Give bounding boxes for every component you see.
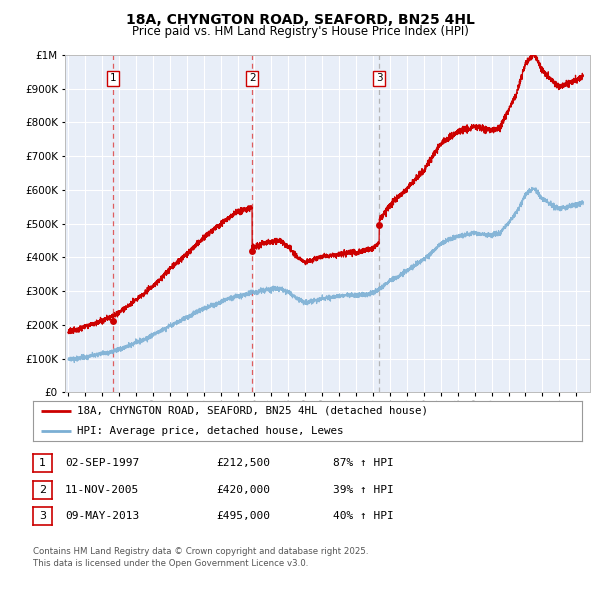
Text: 18A, CHYNGTON ROAD, SEAFORD, BN25 4HL: 18A, CHYNGTON ROAD, SEAFORD, BN25 4HL	[125, 13, 475, 27]
Text: 3: 3	[376, 74, 382, 84]
Text: 11-NOV-2005: 11-NOV-2005	[65, 485, 139, 494]
Text: 1: 1	[39, 458, 46, 468]
Text: £495,000: £495,000	[216, 512, 270, 521]
Text: Price paid vs. HM Land Registry's House Price Index (HPI): Price paid vs. HM Land Registry's House …	[131, 25, 469, 38]
Text: 39% ↑ HPI: 39% ↑ HPI	[333, 485, 394, 494]
Text: £420,000: £420,000	[216, 485, 270, 494]
Text: 02-SEP-1997: 02-SEP-1997	[65, 458, 139, 468]
Text: 2: 2	[249, 74, 256, 84]
Text: Contains HM Land Registry data © Crown copyright and database right 2025.: Contains HM Land Registry data © Crown c…	[33, 547, 368, 556]
Text: 18A, CHYNGTON ROAD, SEAFORD, BN25 4HL (detached house): 18A, CHYNGTON ROAD, SEAFORD, BN25 4HL (d…	[77, 406, 428, 415]
Text: 09-MAY-2013: 09-MAY-2013	[65, 512, 139, 521]
Text: 1: 1	[110, 74, 117, 84]
Text: 40% ↑ HPI: 40% ↑ HPI	[333, 512, 394, 521]
Text: 2: 2	[39, 485, 46, 494]
Text: HPI: Average price, detached house, Lewes: HPI: Average price, detached house, Lewe…	[77, 426, 343, 435]
Text: 87% ↑ HPI: 87% ↑ HPI	[333, 458, 394, 468]
Text: £212,500: £212,500	[216, 458, 270, 468]
Text: This data is licensed under the Open Government Licence v3.0.: This data is licensed under the Open Gov…	[33, 559, 308, 568]
Text: 3: 3	[39, 512, 46, 521]
